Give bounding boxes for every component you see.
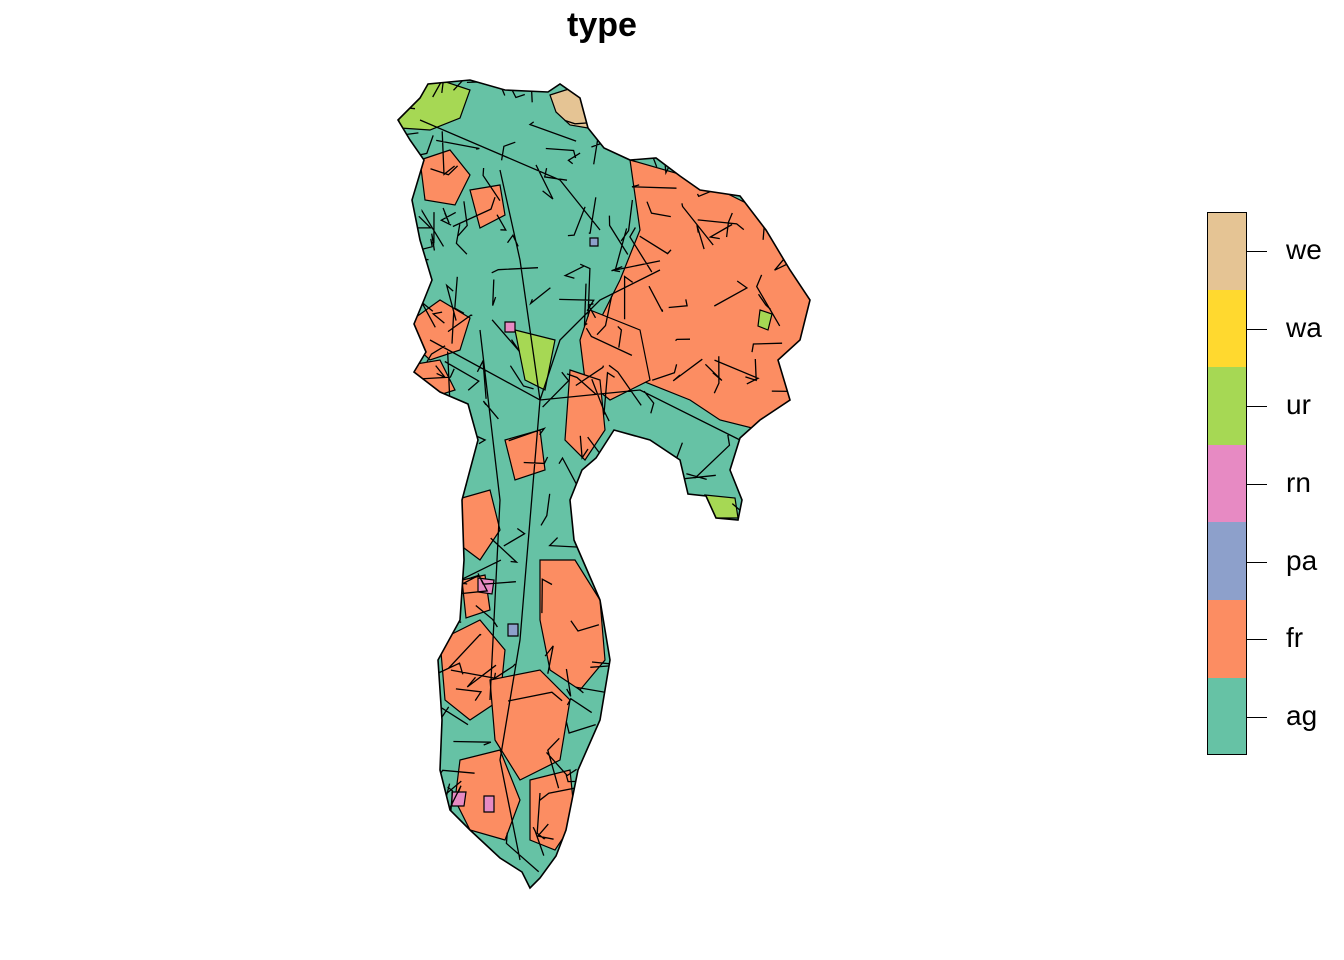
forest-center xyxy=(564,369,606,461)
legend-swatch-fr xyxy=(1207,600,1247,678)
legend-label-wa: wa xyxy=(1286,312,1322,343)
map-title: type xyxy=(567,6,637,44)
legend-label-ag: ag xyxy=(1286,700,1318,731)
legend-frame xyxy=(1207,212,1247,755)
land-patches xyxy=(398,80,810,851)
legend-swatch-ag xyxy=(1207,677,1247,756)
legend-label-ur: ur xyxy=(1286,389,1311,420)
legend-colorbar xyxy=(1207,212,1267,756)
residential-4 xyxy=(504,321,516,333)
legend-label-rn: rn xyxy=(1286,467,1311,498)
legend-swatch-ur xyxy=(1207,367,1247,445)
urban-center xyxy=(514,329,556,391)
urban-east-small xyxy=(757,309,773,331)
legend-tick xyxy=(1247,251,1267,252)
legend-swatch-we xyxy=(1207,212,1247,290)
forest-south-east xyxy=(539,559,606,691)
legend-tick xyxy=(1247,639,1267,640)
legend-label-pa: pa xyxy=(1286,545,1318,576)
legend-label-we: we xyxy=(1286,234,1322,265)
legend-label-fr: fr xyxy=(1286,622,1304,653)
map-body xyxy=(398,80,810,888)
legend-swatch-pa xyxy=(1207,522,1247,600)
forest-nw xyxy=(419,149,471,206)
legend-tick xyxy=(1247,406,1267,407)
pasture-1 xyxy=(507,623,519,637)
pasture-2 xyxy=(589,237,599,247)
legend-swatch-wa xyxy=(1207,289,1247,368)
residential-3 xyxy=(483,795,495,813)
land-use-map xyxy=(397,79,811,889)
forest-east-lower xyxy=(579,309,651,401)
legend-tick xyxy=(1247,562,1267,563)
legend-swatch-rn xyxy=(1207,444,1247,523)
legend-tick xyxy=(1247,329,1267,330)
legend-tick xyxy=(1247,484,1267,485)
legend-tick xyxy=(1247,717,1267,718)
